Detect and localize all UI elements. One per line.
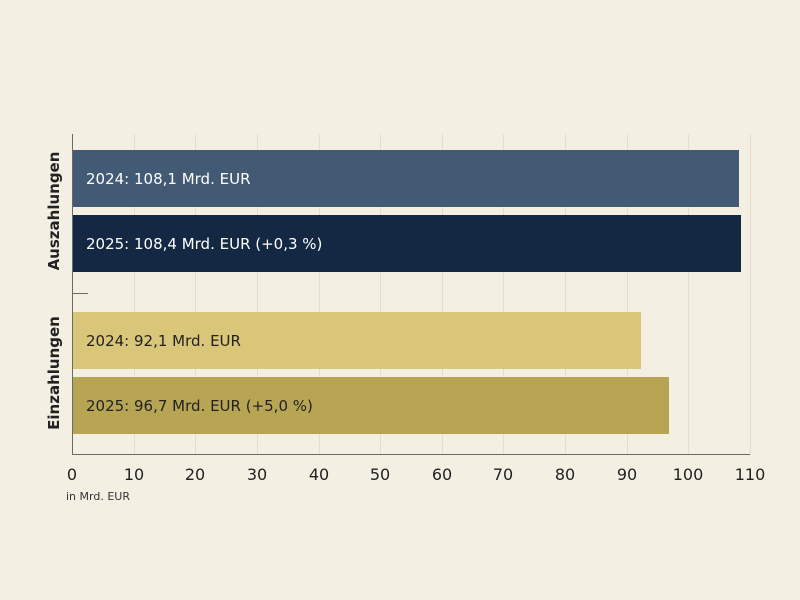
x-tick-label: 30: [246, 465, 268, 484]
x-tick-label: 10: [123, 465, 145, 484]
x-tick-label: 60: [431, 465, 453, 484]
x-tick-label: 110: [734, 465, 766, 484]
bar-label: 2025: 96,7 Mrd. EUR (+5,0 %): [86, 396, 313, 415]
category-label-einzahlungen: Einzahlungen: [45, 316, 63, 430]
gridline: [688, 134, 689, 455]
x-tick-label: 100: [672, 465, 704, 484]
gridline: [195, 134, 196, 455]
gridline: [257, 134, 258, 455]
gridline: [503, 134, 504, 455]
x-tick-label: 80: [554, 465, 576, 484]
category-label-auszahlungen: Auszahlungen: [45, 151, 63, 271]
x-tick-label: 0: [66, 465, 78, 484]
gridline: [380, 134, 381, 455]
x-axis-line: [72, 454, 750, 455]
group-separator-tick: [72, 293, 88, 294]
x-tick-label: 90: [616, 465, 638, 484]
bar-label: 2024: 92,1 Mrd. EUR: [86, 331, 241, 350]
x-axis-unit-label: in Mrd. EUR: [66, 490, 130, 503]
bar-label: 2024: 108,1 Mrd. EUR: [86, 169, 251, 188]
x-tick-label: 70: [492, 465, 514, 484]
x-tick-label: 20: [184, 465, 206, 484]
gridline: [442, 134, 443, 455]
gridline: [134, 134, 135, 455]
x-tick-label: 40: [308, 465, 330, 484]
gridline: [627, 134, 628, 455]
bar-einzahlungen-2024: 2024: 92,1 Mrd. EUR: [73, 312, 641, 369]
gridline: [319, 134, 320, 455]
y-axis-line: [72, 134, 73, 455]
bar-label: 2025: 108,4 Mrd. EUR (+0,3 %): [86, 234, 323, 253]
bar-auszahlungen-2024: 2024: 108,1 Mrd. EUR: [73, 150, 739, 207]
bar-einzahlungen-2025: 2025: 96,7 Mrd. EUR (+5,0 %): [73, 377, 669, 434]
gridline: [750, 134, 751, 455]
bar-auszahlungen-2025: 2025: 108,4 Mrd. EUR (+0,3 %): [73, 215, 741, 272]
gridline: [565, 134, 566, 455]
x-tick-label: 50: [369, 465, 391, 484]
